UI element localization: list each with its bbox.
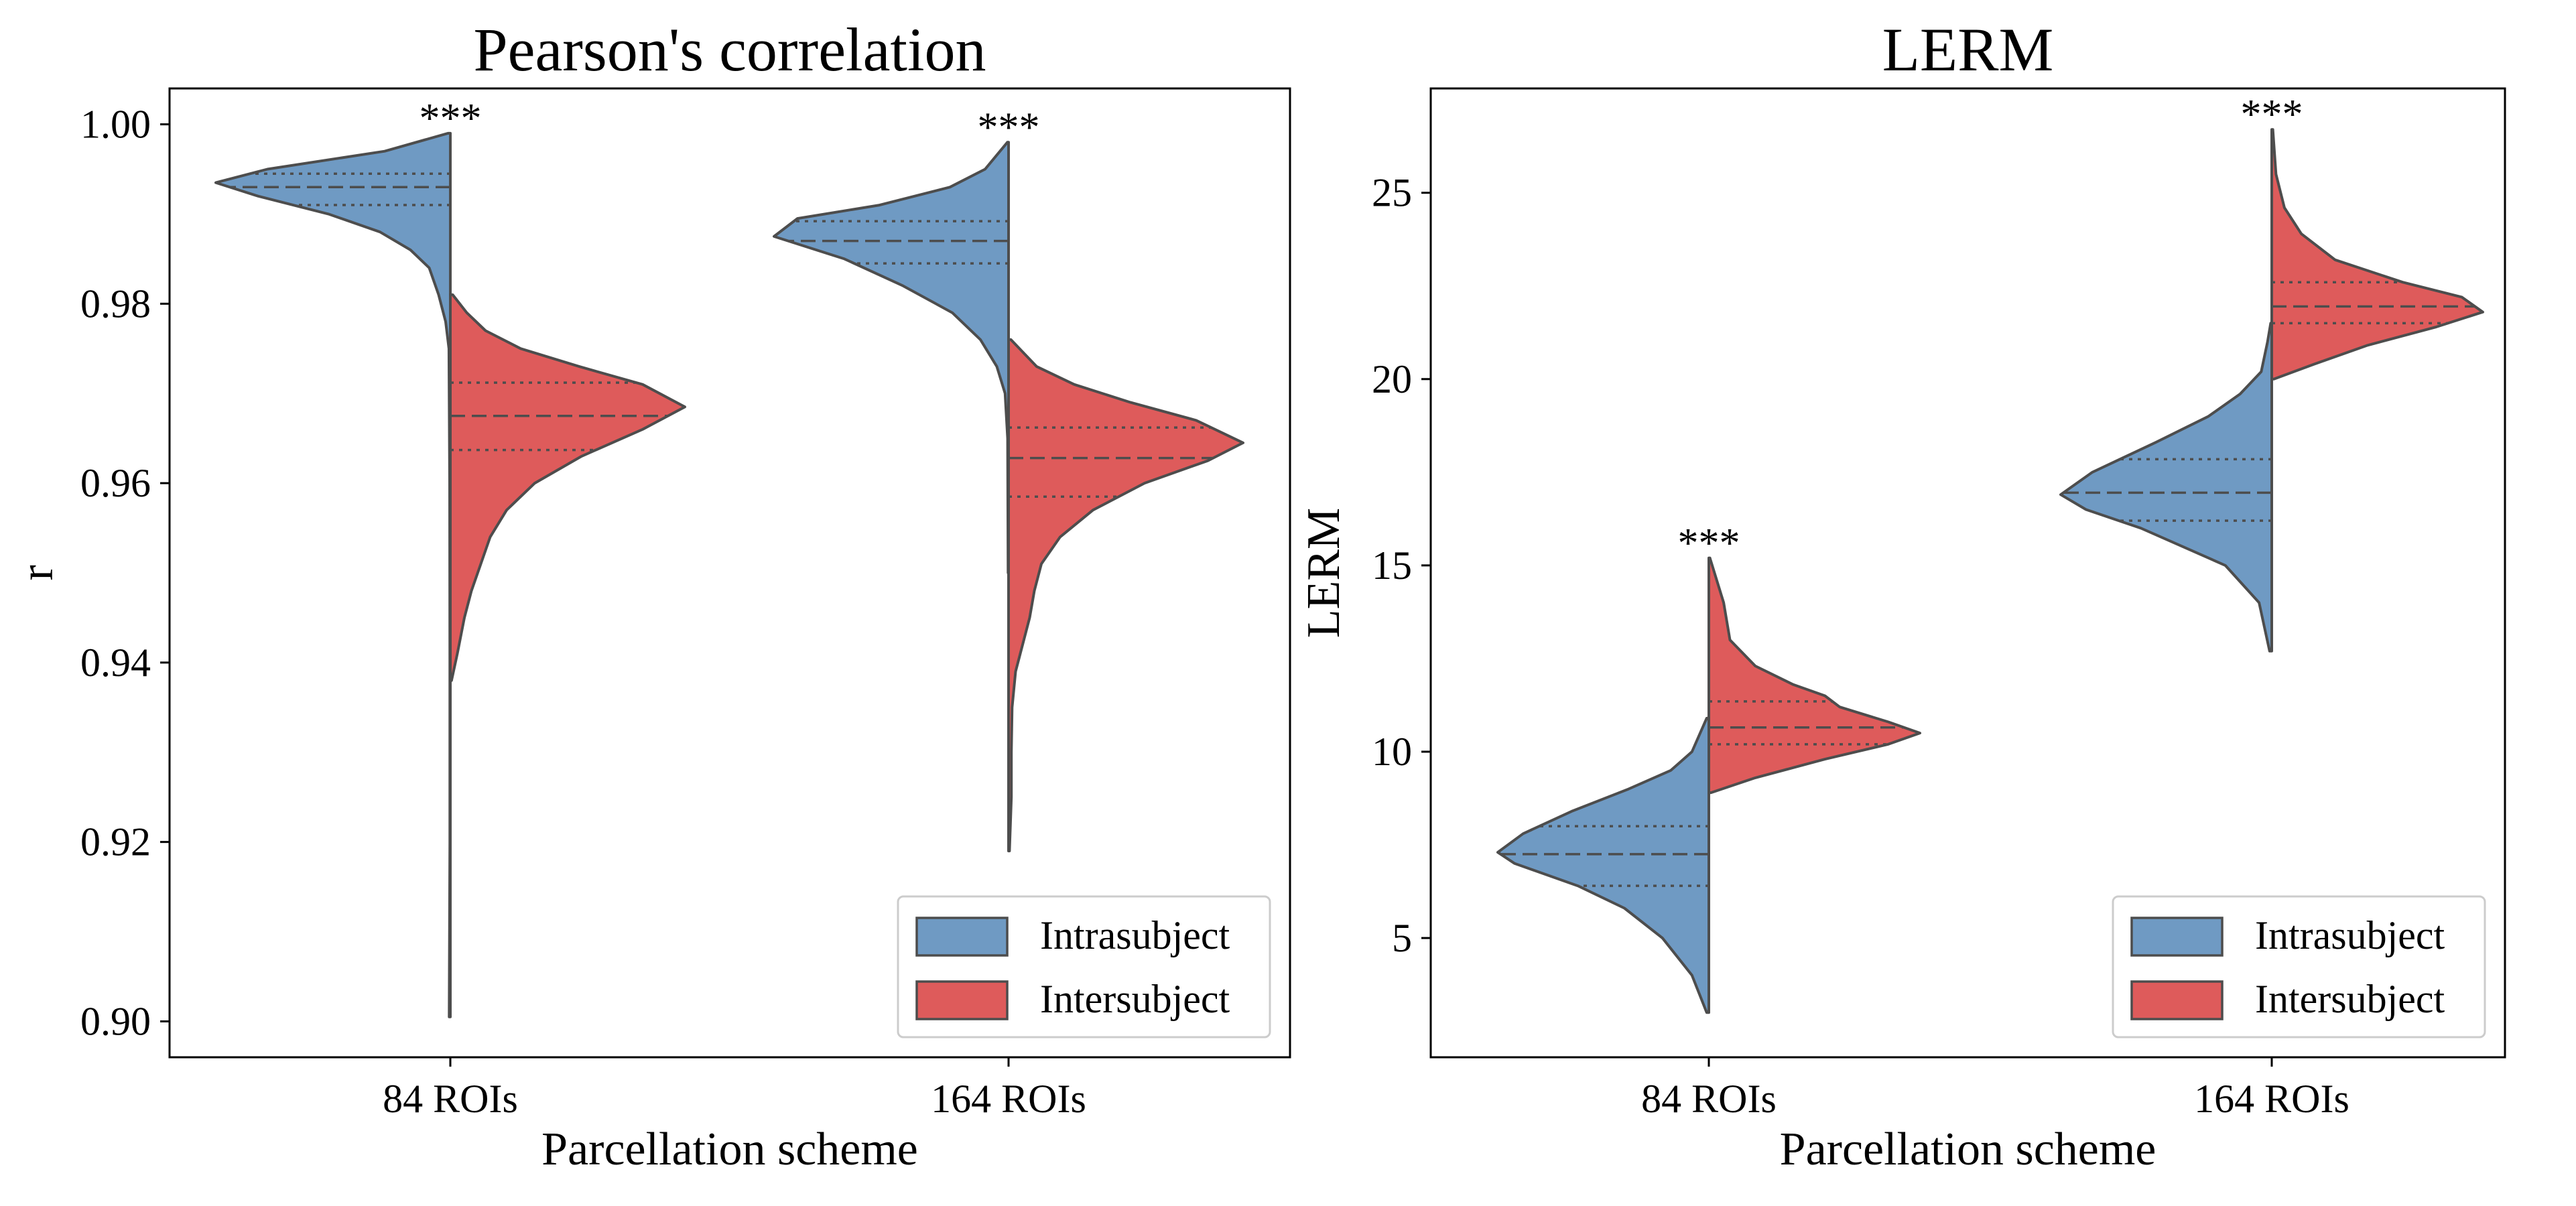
legend-swatch-intersubject xyxy=(2130,980,2224,1020)
y-tick-label: 15 xyxy=(1372,543,1412,588)
y-tick-label: 0.92 xyxy=(80,820,151,864)
violin-intrasubject-164-rois xyxy=(773,141,1010,574)
x-tick-label: 84 ROIs xyxy=(383,1077,518,1121)
x-axis-label: Parcellation scheme xyxy=(1780,1124,2156,1175)
violin-intersubject-164-rois xyxy=(2270,128,2484,381)
y-tick-label: 20 xyxy=(1372,357,1412,401)
y-tick-label: 1.00 xyxy=(80,103,151,147)
chart-panel-2: 5 10 15 20 25 84 ROIs 164 ROIs *** *** LERM Parcel… xyxy=(1298,15,2506,1175)
chart-title: Pearson's correlation xyxy=(473,15,986,84)
y-tick-label: 5 xyxy=(1392,916,1412,960)
y-tick-label: 0.96 xyxy=(80,461,151,505)
legend-swatch-intrasubject xyxy=(915,917,1009,957)
y-tick-label: 0.98 xyxy=(80,281,151,326)
violin-intrasubject-84-rois xyxy=(214,131,452,1018)
legend: Intrasubject Intersubject xyxy=(897,895,1271,1038)
violin-intrasubject-164-rois xyxy=(2059,322,2273,653)
legend-label-intrasubject: Intrasubject xyxy=(1040,913,1230,957)
chart-panel-1: 0.90 0.92 0.94 0.96 0.98 1.00 84 ROIs 164 ROIs *… xyxy=(11,15,1291,1175)
y-axis-label: r xyxy=(11,565,63,580)
axes-frame xyxy=(1429,87,2506,1059)
y-tick-label: 25 xyxy=(1372,171,1412,215)
y-axis-label: LERM xyxy=(1298,508,1350,638)
x-tick-label: 164 ROIs xyxy=(931,1077,1086,1121)
significance-stars: *** xyxy=(1678,521,1740,566)
y-tick-label: 0.94 xyxy=(80,641,151,685)
legend-swatch-intrasubject xyxy=(2130,917,2224,957)
violin-intersubject-84-rois xyxy=(1708,556,1921,795)
chart-title: LERM xyxy=(1882,15,2054,84)
y-tick-label: 0.90 xyxy=(80,999,151,1043)
x-tick-label: 164 ROIs xyxy=(2194,1077,2349,1121)
x-axis-label: Parcellation scheme xyxy=(541,1124,918,1175)
violin-intersubject-84-rois xyxy=(449,293,686,682)
significance-stars: *** xyxy=(2241,92,2303,137)
legend-label-intrasubject: Intrasubject xyxy=(2255,913,2445,957)
legend: Intrasubject Intersubject xyxy=(2112,895,2486,1038)
legend-label-intersubject: Intersubject xyxy=(1040,977,1230,1021)
y-tick-label: 10 xyxy=(1372,730,1412,774)
violin-intrasubject-84-rois xyxy=(1496,716,1710,1014)
significance-stars: *** xyxy=(420,96,482,141)
axes-frame xyxy=(168,87,1291,1059)
significance-stars: *** xyxy=(978,105,1040,150)
legend-label-intersubject: Intersubject xyxy=(2255,977,2445,1021)
x-tick-label: 84 ROIs xyxy=(1641,1077,1777,1121)
violin-intersubject-164-rois xyxy=(1007,338,1244,853)
legend-swatch-intersubject xyxy=(915,980,1009,1020)
